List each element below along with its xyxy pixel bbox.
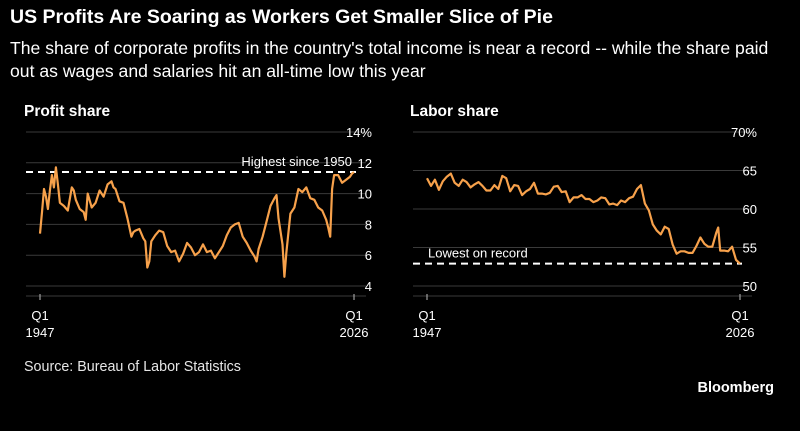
labor-y-tick-label: 50 — [743, 279, 757, 294]
labor-y-tick-label: 55 — [743, 241, 757, 256]
profit-y-tick-label: 8 — [365, 217, 372, 232]
profit-y-tick-label: 6 — [365, 248, 372, 263]
profit-y-tick-label: 14% — [346, 125, 372, 140]
labor-series-line — [426, 172, 741, 265]
chart-subtitle: The share of corporate profits in the co… — [10, 38, 769, 81]
profit-x-tick-year: 2026 — [340, 325, 369, 340]
profit-y-tick-label: 4 — [365, 279, 372, 294]
profit-y-tick-label: 12 — [358, 156, 372, 171]
bloomberg-logo: Bloomberg — [697, 380, 774, 396]
labor-reference-label: Lowest on record — [428, 246, 528, 261]
profit-series-line — [38, 166, 355, 278]
profit-x-tick-label: Q1 — [31, 308, 48, 323]
panel-title-labor-share: Labor share — [410, 103, 499, 120]
chart-title: US Profits Are Soaring as Workers Get Sm… — [10, 6, 553, 28]
profit-reference-label: Highest since 1950 — [241, 154, 352, 169]
profit-x-tick-label: Q1 — [345, 308, 362, 323]
labor-x-tick-year: 2026 — [726, 325, 755, 340]
labor-x-tick-label: Q1 — [731, 308, 748, 323]
labor-y-tick-label: 60 — [743, 202, 757, 217]
labor-x-tick-label: Q1 — [418, 308, 435, 323]
panel-title-profit-share: Profit share — [24, 103, 111, 120]
profit-y-tick-label: 10 — [358, 187, 372, 202]
labor-y-tick-label: 65 — [743, 164, 757, 179]
labor-x-tick-year: 1947 — [413, 325, 442, 340]
source-note: Source: Bureau of Labor Statistics — [24, 359, 241, 375]
labor-y-tick-label: 70% — [731, 125, 757, 140]
profit-x-tick-year: 1947 — [26, 325, 55, 340]
